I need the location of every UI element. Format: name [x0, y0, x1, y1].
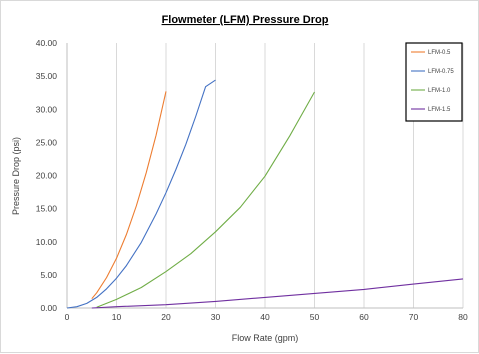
legend-label: LFM-0.5 [428, 50, 451, 56]
chart-title: Flowmeter (LFM) Pressure Drop [162, 14, 329, 26]
series-line-lfm-0-5 [91, 91, 167, 300]
y-tick-labels: 0.00 5.00 10.00 15.00 20.00 25.00 30.00 35.00 40… [36, 38, 58, 313]
y-tick-label: 15.00 [36, 204, 58, 214]
series-lines [66, 79, 464, 309]
y-tick-label: 0.00 [40, 303, 57, 313]
x-tick-label: 20 [161, 312, 171, 322]
x-tick-labels: 0 10 20 30 40 50 60 70 80 [65, 312, 468, 322]
x-axis-label: Flow Rate (gpm) [232, 333, 299, 343]
legend-box [405, 42, 463, 122]
x-tick-label: 10 [112, 312, 122, 322]
legend: LFM-0.5 LFM-0.75 LFM-1.0 LFM-1.5 [405, 42, 463, 122]
legend-label: LFM-0.75 [428, 69, 454, 75]
axes [66, 43, 463, 309]
series-line-lfm-1-0 [96, 91, 315, 308]
y-axis-label: Pressure Drop (psi) [11, 137, 21, 215]
x-tick-label: 60 [359, 312, 369, 322]
x-tick-label: 0 [65, 312, 70, 322]
x-tick-label: 50 [310, 312, 320, 322]
x-tick-label: 80 [458, 312, 468, 322]
x-tick-label: 30 [211, 312, 221, 322]
legend-label: LFM-1.0 [428, 88, 451, 94]
y-tick-label: 5.00 [40, 270, 57, 280]
x-tick-label: 70 [409, 312, 419, 322]
series-line-lfm-1-5 [91, 278, 464, 309]
series-line-lfm-0-75 [66, 79, 216, 309]
y-tick-label: 10.00 [36, 237, 58, 247]
x-tick-label: 40 [260, 312, 270, 322]
y-tick-label: 40.00 [36, 38, 58, 48]
y-tick-label: 30.00 [36, 104, 58, 114]
y-tick-label: 35.00 [36, 71, 58, 81]
y-tick-label: 25.00 [36, 137, 58, 147]
legend-label: LFM-1.5 [428, 107, 451, 113]
y-tick-label: 20.00 [36, 171, 58, 181]
